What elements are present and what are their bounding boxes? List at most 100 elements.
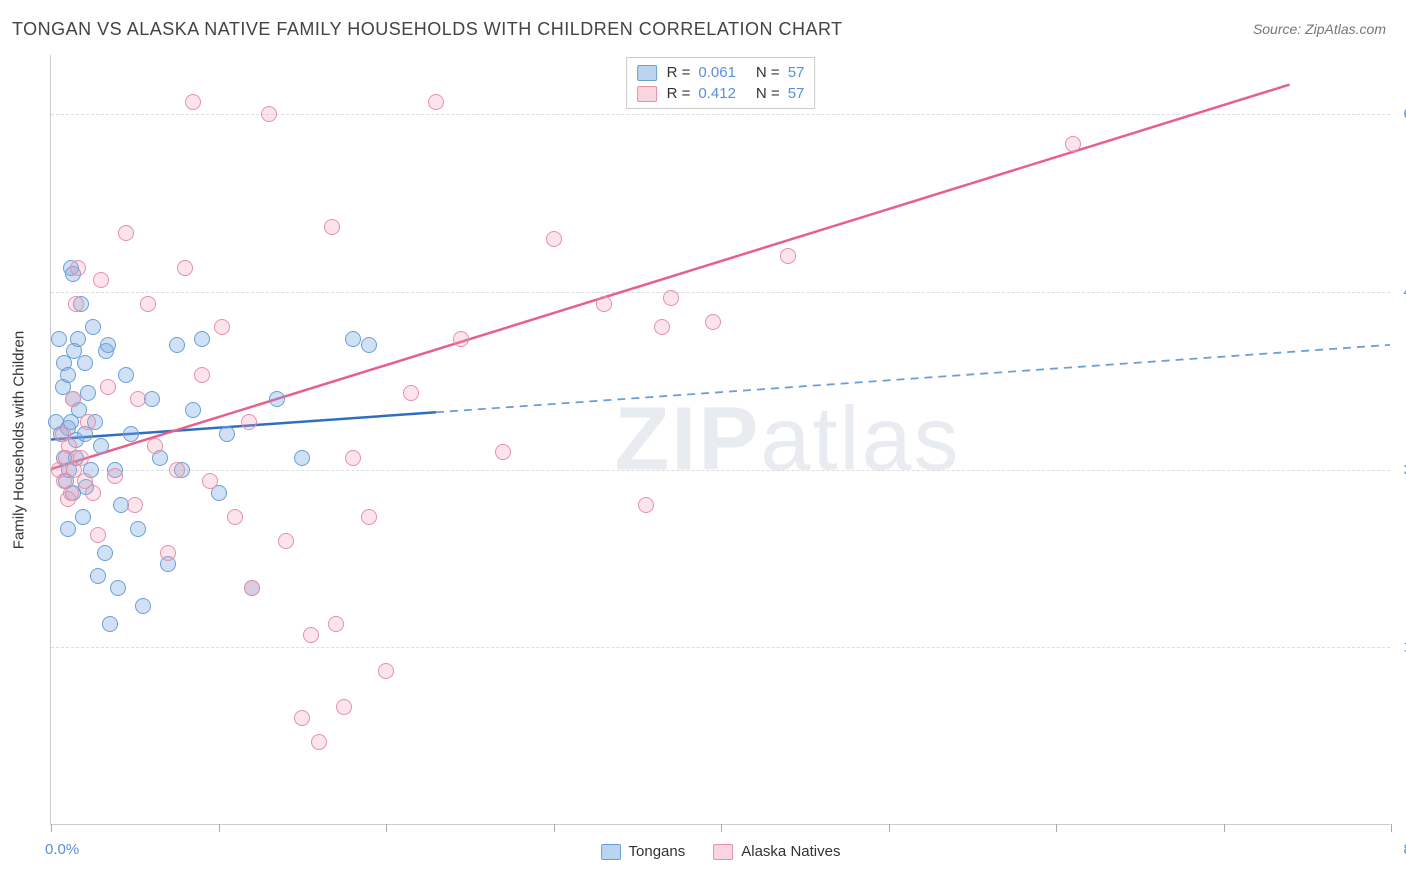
scatter-point-alaska-natives [70, 260, 86, 276]
scatter-point-tongans [90, 568, 106, 584]
scatter-point-alaska-natives [244, 580, 260, 596]
scatter-point-tongans [194, 331, 210, 347]
scatter-point-alaska-natives [90, 527, 106, 543]
scatter-point-alaska-natives [202, 473, 218, 489]
scatter-point-alaska-natives [311, 734, 327, 750]
scatter-point-alaska-natives [303, 627, 319, 643]
scatter-point-alaska-natives [261, 106, 277, 122]
r-value-alaska: 0.412 [698, 85, 736, 102]
scatter-point-alaska-natives [100, 379, 116, 395]
scatter-point-alaska-natives [453, 331, 469, 347]
scatter-point-alaska-natives [1065, 136, 1081, 152]
scatter-point-alaska-natives [147, 438, 163, 454]
legend-item-tongans: Tongans [601, 843, 686, 860]
scatter-point-alaska-natives [73, 450, 89, 466]
scatter-point-alaska-natives [596, 296, 612, 312]
trend-lines [51, 55, 1390, 824]
scatter-point-alaska-natives [65, 391, 81, 407]
xtick [889, 824, 890, 832]
r-label: R = [667, 64, 691, 81]
legend-label-alaska: Alaska Natives [741, 843, 840, 860]
scatter-point-alaska-natives [241, 414, 257, 430]
scatter-point-tongans [70, 331, 86, 347]
scatter-point-alaska-natives [185, 94, 201, 110]
watermark-rest: atlas [760, 389, 960, 489]
r-label: R = [667, 85, 691, 102]
scatter-point-tongans [60, 521, 76, 537]
scatter-point-alaska-natives [705, 314, 721, 330]
scatter-point-alaska-natives [227, 509, 243, 525]
scatter-point-alaska-natives [654, 319, 670, 335]
scatter-point-alaska-natives [160, 545, 176, 561]
trendline-solid [51, 85, 1290, 470]
scatter-point-alaska-natives [80, 414, 96, 430]
gridline [51, 292, 1390, 293]
scatter-point-alaska-natives [118, 225, 134, 241]
xtick [51, 824, 52, 832]
scatter-point-tongans [345, 331, 361, 347]
legend-row-alaska: R = 0.412 N = 57 [637, 83, 805, 104]
chart-source: Source: ZipAtlas.com [1253, 21, 1386, 37]
scatter-point-tongans [294, 450, 310, 466]
xtick [386, 824, 387, 832]
scatter-point-tongans [169, 337, 185, 353]
n-value-alaska: 57 [788, 85, 805, 102]
scatter-point-alaska-natives [140, 296, 156, 312]
correlation-legend: R = 0.061 N = 57 R = 0.412 N = 57 [626, 57, 816, 109]
scatter-point-tongans [97, 545, 113, 561]
xtick [554, 824, 555, 832]
scatter-point-tongans [93, 438, 109, 454]
xtick [1056, 824, 1057, 832]
scatter-point-tongans [102, 616, 118, 632]
swatch-pink-icon [637, 86, 657, 102]
xaxis-min-label: 0.0% [45, 841, 79, 858]
scatter-point-tongans [118, 367, 134, 383]
scatter-point-tongans [135, 598, 151, 614]
scatter-point-alaska-natives [495, 444, 511, 460]
xtick [219, 824, 220, 832]
scatter-point-alaska-natives [130, 391, 146, 407]
n-value-tongans: 57 [788, 64, 805, 81]
yaxis-title: Family Households with Children [11, 330, 28, 548]
watermark-bold: ZIP [614, 389, 760, 489]
xtick [721, 824, 722, 832]
swatch-blue-icon [637, 65, 657, 81]
scatter-point-alaska-natives [361, 509, 377, 525]
plot-area: Family Households with Children 15.0%30.… [50, 55, 1390, 825]
xtick [1224, 824, 1225, 832]
scatter-point-tongans [269, 391, 285, 407]
scatter-point-alaska-natives [214, 319, 230, 335]
scatter-point-alaska-natives [93, 272, 109, 288]
swatch-pink-icon [713, 844, 733, 860]
legend-label-tongans: Tongans [629, 843, 686, 860]
scatter-point-alaska-natives [68, 296, 84, 312]
scatter-point-alaska-natives [328, 616, 344, 632]
source-prefix: Source: [1253, 21, 1305, 37]
scatter-point-alaska-natives [378, 663, 394, 679]
r-value-tongans: 0.061 [698, 64, 736, 81]
scatter-point-alaska-natives [638, 497, 654, 513]
xtick [1391, 824, 1392, 832]
gridline [51, 470, 1390, 471]
scatter-point-tongans [130, 521, 146, 537]
swatch-blue-icon [601, 844, 621, 860]
scatter-point-tongans [85, 319, 101, 335]
legend-row-tongans: R = 0.061 N = 57 [637, 62, 805, 83]
scatter-point-tongans [75, 509, 91, 525]
series-legend: Tongans Alaska Natives [601, 843, 841, 860]
chart-title: TONGAN VS ALASKA NATIVE FAMILY HOUSEHOLD… [12, 19, 843, 40]
scatter-point-tongans [110, 580, 126, 596]
scatter-point-alaska-natives [107, 468, 123, 484]
scatter-point-alaska-natives [546, 231, 562, 247]
scatter-point-tongans [100, 337, 116, 353]
scatter-point-tongans [185, 402, 201, 418]
scatter-point-alaska-natives [278, 533, 294, 549]
gridline [51, 647, 1390, 648]
scatter-point-alaska-natives [780, 248, 796, 264]
scatter-point-tongans [80, 385, 96, 401]
scatter-point-alaska-natives [345, 450, 361, 466]
scatter-point-tongans [361, 337, 377, 353]
scatter-point-alaska-natives [85, 485, 101, 501]
scatter-point-alaska-natives [324, 219, 340, 235]
scatter-point-tongans [51, 331, 67, 347]
